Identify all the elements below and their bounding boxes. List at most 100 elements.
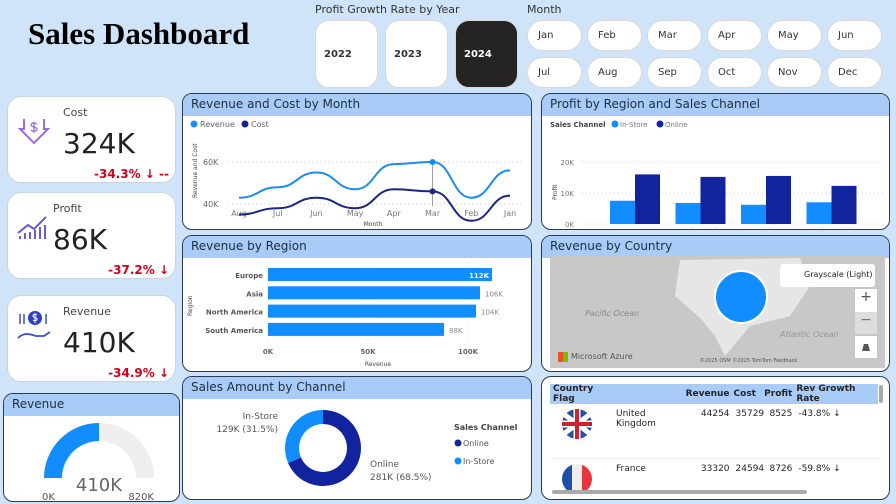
slice-value-label: 129K (31.5%) — [216, 425, 278, 435]
legend-cost-marker — [241, 120, 249, 128]
vertical-scrollbar[interactable] — [879, 385, 883, 403]
legend-online: Online — [665, 121, 688, 129]
data-label: 88K — [449, 327, 463, 335]
x-axis-title: Month — [364, 221, 383, 228]
col-country-flag[interactable]: Country Flag — [553, 384, 594, 404]
month-jun-button[interactable]: Jun — [827, 20, 882, 51]
map-canvas[interactable]: Pacific Ocean Atlantic Ocean Grayscale (… — [550, 256, 885, 368]
month-feb-button[interactable]: Feb — [587, 20, 642, 51]
y-tick-label: Asia — [246, 290, 263, 298]
map-copyright: ©2025 OSM ©2025 TomTom Feedback — [700, 358, 798, 364]
hand-dollar-icon — [17, 311, 51, 339]
month-may-button[interactable]: May — [767, 20, 822, 51]
data-label: 106K — [485, 290, 503, 298]
month-apr-button[interactable]: Apr — [707, 20, 762, 51]
x-tick-label: May — [347, 209, 364, 218]
month-mar-button[interactable]: Mar — [647, 20, 702, 51]
x-tick-label: 100K — [458, 348, 479, 356]
y-axis-title: Revenue and Cost — [192, 143, 199, 198]
panel-title: Revenue and Cost by Month — [183, 94, 531, 116]
revenue-cost-line-panel: Revenue and Cost by Month Revenue Cost 40K… — [182, 93, 532, 230]
cell-growth: -59.8% ↓ — [798, 463, 841, 474]
revenue-bubble[interactable] — [714, 270, 768, 324]
kpi-delta: -34.3% ↓ -- — [94, 167, 169, 181]
data-label: 112K — [469, 272, 490, 280]
cell-growth: -43.8% ↓ — [798, 409, 841, 419]
month-jul-button[interactable]: Jul — [527, 57, 582, 88]
kpi-label: Profit — [53, 202, 82, 215]
legend-instore: In-Store — [620, 121, 648, 129]
legend-cost: Cost — [251, 120, 269, 129]
legend-title: Sales Channel — [454, 423, 518, 432]
zoom-out-button[interactable]: − — [855, 312, 877, 334]
cell-cost: 24594 — [735, 463, 765, 474]
legend-title: Sales Channel — [550, 121, 605, 129]
series-line-cost — [238, 188, 511, 222]
revenue-gauge-panel: Revenue 410K 0K 820K — [3, 393, 180, 502]
legend-revenue: Revenue — [200, 120, 235, 129]
revenue-country-map-panel: Revenue by Country Pacific Ocean Atlanti… — [541, 235, 890, 372]
col-revenue[interactable]: Revenue — [685, 389, 730, 399]
month-jan-button[interactable]: Jan — [527, 20, 582, 51]
bar-in-store — [806, 202, 832, 224]
month-dec-button[interactable]: Dec — [827, 57, 882, 88]
table-row[interactable]: United Kingdom 44254 35729 8525 -43.8% ↓ — [550, 404, 878, 458]
x-tick-label: Jun — [309, 209, 323, 218]
kpi-value: 324K — [63, 127, 135, 160]
y-tick-label: 10K — [561, 190, 575, 198]
france-flag-icon — [562, 463, 592, 494]
ocean-label: Pacific Ocean — [585, 309, 640, 318]
col-cost[interactable]: Cost — [733, 389, 756, 399]
year-2023-button[interactable]: 2023 — [385, 20, 448, 88]
y-tick-label: 20K — [561, 159, 575, 167]
kpi-value: 410K — [63, 326, 135, 359]
donut-slice-in-store — [285, 410, 323, 464]
slice-name-label: In-Store — [243, 412, 279, 422]
y-tick-label: Europe — [235, 272, 263, 280]
kpi-label: Revenue — [63, 305, 111, 318]
x-tick-label: 50K — [360, 348, 376, 356]
year-2024-button[interactable]: 2024 — [455, 20, 518, 88]
x-tick-label: Feb — [464, 209, 478, 218]
map-tilt-button[interactable] — [855, 336, 877, 358]
zoom-in-button[interactable]: + — [855, 289, 877, 312]
sales-channel-panel: Sales Amount by Channel Online 281K (68.5… — [182, 376, 532, 500]
slice-name-label: Online — [370, 460, 399, 470]
table-row[interactable]: France 33320 24594 8726 -59.8% ↓ — [550, 458, 878, 497]
x-tick-label: 0K — [263, 348, 274, 356]
col-country[interactable] — [616, 384, 686, 404]
gauge-value: 410K — [76, 475, 123, 496]
month-oct-button[interactable]: Oct — [707, 57, 762, 88]
x-axis-title: Revenue — [365, 361, 391, 368]
legend-online-marker — [454, 439, 462, 447]
panel-title: Profit by Region and Sales Channel — [542, 94, 889, 116]
cell-profit: 8726 — [769, 463, 793, 474]
month-sep-button[interactable]: Sep — [647, 57, 702, 88]
year-2022-button[interactable]: 2022 — [315, 20, 378, 88]
col-profit[interactable]: Profit — [764, 389, 793, 399]
cell-revenue: 44254 — [700, 409, 730, 419]
cell-country: United Kingdom — [616, 409, 656, 429]
tilt-icon — [862, 344, 870, 351]
revenue-region-panel: Revenue by Region 0K 50K 100K Revenue Region… — [182, 235, 532, 372]
col-rev-growth[interactable]: Rev Growth Rate — [796, 384, 856, 404]
data-label: 104K — [481, 309, 499, 317]
y-tick-label: 60K — [203, 158, 219, 167]
bar-online — [831, 185, 857, 224]
horizontal-scrollbar[interactable] — [552, 490, 807, 494]
profit-region-channel-panel: Profit by Region and Sales Channel Sales… — [541, 93, 890, 230]
kpi-delta: -34.9% ↓ — [108, 366, 169, 380]
y-tick-label: South America — [205, 327, 263, 335]
y-tick-label: 0K — [565, 221, 574, 229]
month-aug-button[interactable]: Aug — [587, 57, 642, 88]
map-style-button[interactable]: Grayscale (Light) — [780, 264, 875, 287]
x-tick-label: Apr — [387, 209, 402, 218]
bar-europe — [268, 268, 492, 281]
month-nov-button[interactable]: Nov — [767, 57, 822, 88]
dollar-down-arrow-icon — [18, 119, 50, 145]
ocean-label: Atlantic Ocean — [780, 330, 839, 339]
x-tick-label: Asia — [759, 228, 774, 230]
legend-revenue-marker — [190, 120, 198, 128]
legend-instore: In-Store — [463, 457, 495, 466]
